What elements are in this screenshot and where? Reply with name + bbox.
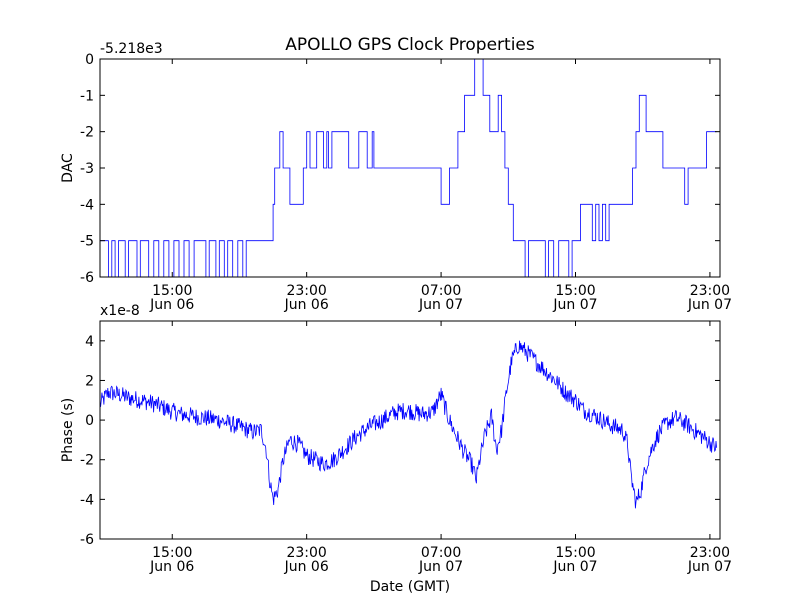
phase-xtick-time-label: 15:00 [555,545,595,561]
dac-y-axis-label: DAC [60,153,76,183]
dac-ytick-label: -3 [80,161,94,177]
figure-title: APOLLO GPS Clock Properties [285,35,535,55]
phase-x-axis-label: Date (GMT) [370,579,450,595]
phase-ytick-label: -6 [80,532,94,548]
dac-ytick-label: -1 [80,88,94,104]
dac-plot-lines [100,58,717,278]
dac-xtick-date-label: Jun 07 [418,297,463,313]
phase-xtick-date-label: Jun 06 [284,559,329,575]
dac-y-ticks: 0 -1 -2 -3 -4 -5 -6 [80,52,720,286]
dac-xtick-date-label: Jun 07 [552,297,597,313]
dac-ytick-label: 0 [85,52,94,68]
dac-offset-label: -5.218e3 [100,41,163,57]
dac-ytick-label: -6 [80,270,94,286]
dac-xtick-time-label: 23:00 [690,283,730,299]
phase-ytick-label: -4 [80,492,94,508]
phase-xtick-date-label: Jun 06 [149,559,194,575]
phase-xtick-time-label: 07:00 [421,545,461,561]
phase-xtick-time-label: 23:00 [690,545,730,561]
phase-xtick-date-label: Jun 07 [552,559,597,575]
phase-plot-lines [99,340,717,509]
phase-ytick-label: 2 [85,373,94,389]
phase-ytick-label: -2 [80,453,94,469]
phase-y-ticks: 4 2 0 -2 -4 -6 [80,334,720,548]
phase-axes-frame [99,320,721,540]
dac-xtick-date-label: Jun 06 [284,297,329,313]
phase-y-axis-label: Phase (s) [60,398,76,462]
dac-xtick-time-label: 15:00 [555,283,595,299]
phase-series-line [99,340,717,509]
dac-xtick-date-label: Jun 07 [687,297,732,313]
dac-xtick-date-label: Jun 06 [149,297,194,313]
dac-xtick-time-label: 23:00 [286,283,326,299]
dac-ytick-label: -5 [80,234,94,250]
dac-xtick-time-label: 15:00 [152,283,192,299]
phase-xtick-date-label: Jun 07 [418,559,463,575]
dac-xtick-time-label: 07:00 [421,283,461,299]
phase-offset-label: x1e-8 [100,303,140,319]
dac-ytick-label: -2 [80,125,94,141]
dac-ytick-label: -4 [80,197,94,213]
phase-ytick-label: 4 [85,334,94,350]
phase-xtick-date-label: Jun 07 [687,559,732,575]
phase-ytick-label: 0 [85,413,94,429]
phase-xtick-time-label: 23:00 [286,545,326,561]
dac-series-line [100,58,717,278]
phase-xtick-time-label: 15:00 [152,545,192,561]
